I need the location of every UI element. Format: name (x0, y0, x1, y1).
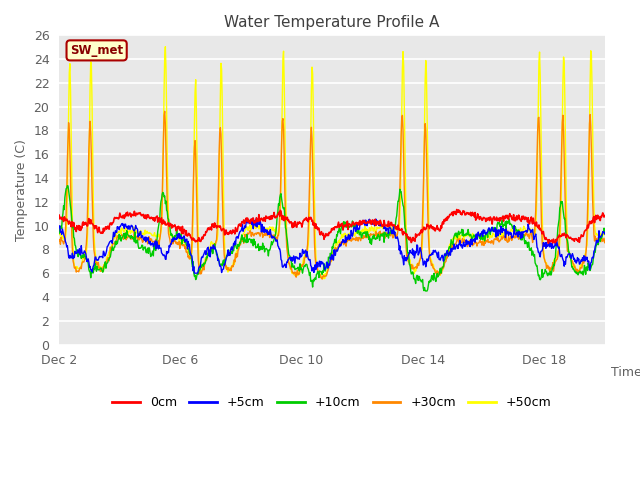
Text: SW_met: SW_met (70, 44, 123, 57)
Legend: 0cm, +5cm, +10cm, +30cm, +50cm: 0cm, +5cm, +10cm, +30cm, +50cm (108, 391, 557, 414)
Y-axis label: Temperature (C): Temperature (C) (15, 139, 28, 241)
X-axis label: Time: Time (611, 366, 640, 379)
Title: Water Temperature Profile A: Water Temperature Profile A (224, 15, 440, 30)
